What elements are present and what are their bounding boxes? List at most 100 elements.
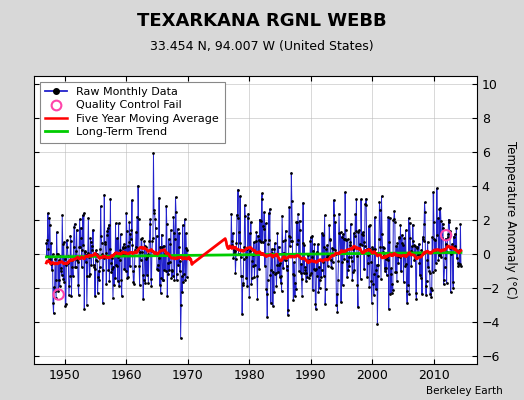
Point (348, 277, 356, 283)
Point (127, 226, 136, 233)
Point (112, 220, 120, 226)
Point (366, 245, 375, 252)
Point (161, 268, 170, 274)
Point (269, 302, 277, 309)
Point (158, 244, 167, 250)
Point (266, 272, 275, 278)
Point (298, 276, 306, 282)
Point (150, 207, 158, 214)
Point (96, 203, 105, 210)
Point (407, 262, 416, 269)
Point (346, 221, 355, 227)
Point (117, 293, 126, 299)
Point (320, 273, 328, 279)
Point (165, 267, 173, 273)
Point (448, 241, 456, 247)
Point (423, 257, 431, 264)
Point (147, 276, 155, 282)
Point (107, 260, 115, 266)
Point (74, 282, 82, 288)
Point (53, 251, 62, 257)
Point (315, 284, 324, 291)
Point (420, 221, 428, 228)
Point (108, 255, 116, 261)
Point (403, 249, 412, 256)
Point (89, 262, 97, 269)
Point (344, 267, 353, 274)
Point (400, 250, 409, 256)
Point (447, 244, 456, 250)
Point (239, 256, 248, 262)
Point (94, 268, 103, 274)
Point (405, 215, 413, 222)
Point (177, 335, 185, 341)
Point (286, 234, 294, 240)
Point (130, 262, 139, 269)
Point (82, 252, 91, 258)
Point (88, 242, 96, 249)
Point (308, 254, 316, 260)
Point (316, 257, 325, 264)
Point (258, 239, 267, 245)
Point (97, 240, 106, 246)
Point (50, 288, 59, 294)
Point (446, 289, 455, 296)
Point (450, 233, 458, 240)
Point (265, 210, 273, 216)
Point (376, 206, 384, 213)
Point (77, 235, 85, 242)
Point (285, 233, 293, 240)
Point (277, 287, 286, 294)
Point (171, 194, 180, 200)
Point (371, 246, 379, 252)
Point (312, 306, 320, 312)
Point (428, 234, 436, 240)
Point (43, 210, 52, 216)
Point (48, 251, 57, 257)
Point (148, 238, 157, 244)
Point (181, 230, 190, 236)
Point (293, 219, 301, 225)
Point (379, 248, 387, 255)
Point (441, 235, 450, 242)
Point (62, 262, 71, 269)
Point (61, 256, 69, 262)
Point (259, 223, 267, 229)
Point (119, 241, 128, 247)
Point (310, 266, 318, 272)
Point (129, 268, 137, 274)
Point (67, 238, 75, 244)
Point (270, 289, 278, 295)
Point (416, 272, 424, 278)
Point (341, 236, 349, 242)
Point (125, 239, 133, 245)
Point (116, 231, 125, 238)
Point (326, 237, 334, 244)
Point (439, 281, 447, 288)
Point (439, 225, 447, 231)
Point (385, 239, 394, 245)
Point (261, 220, 270, 226)
Point (358, 241, 366, 248)
Point (430, 235, 439, 242)
Point (263, 291, 271, 297)
Point (238, 311, 246, 317)
Point (126, 231, 135, 238)
Point (313, 248, 321, 255)
Point (265, 237, 274, 243)
Point (299, 200, 307, 206)
Point (156, 244, 165, 250)
Point (162, 203, 170, 209)
Point (110, 282, 118, 288)
Point (429, 268, 437, 275)
Point (266, 206, 274, 212)
Point (438, 220, 446, 227)
Point (121, 250, 129, 257)
Point (429, 189, 438, 195)
Point (122, 210, 130, 216)
Point (92, 251, 101, 257)
Point (260, 209, 268, 216)
Point (156, 281, 164, 288)
Point (329, 246, 337, 252)
Point (452, 225, 461, 231)
